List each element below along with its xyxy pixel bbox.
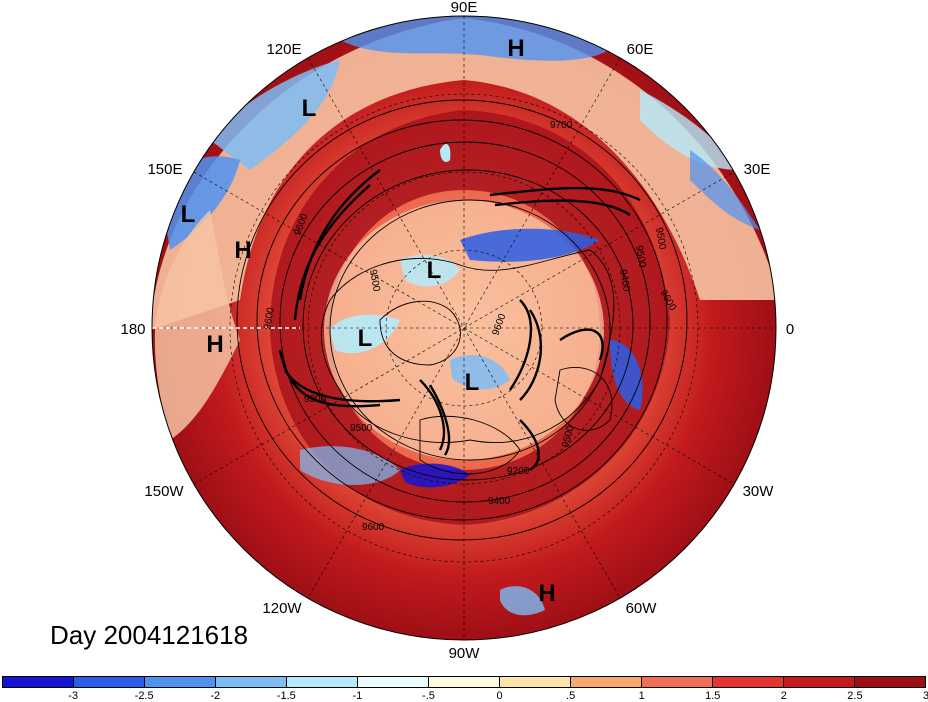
colorbar-segment [3, 677, 74, 687]
lon-label-120e: 120E [266, 41, 301, 58]
lon-label-180: 180 [120, 321, 145, 338]
colorbar-segment [642, 677, 713, 687]
map-boundary [151, 15, 777, 641]
colorbar-tick-labels: -3 -2.5 -2 -1.5 -1 -.5 0 .5 1 1.5 2 2.5 3 [2, 690, 928, 702]
contour-label: 9600 [362, 522, 385, 533]
lon-label-60e: 60E [627, 41, 654, 58]
pressure-center-low: L [358, 325, 373, 352]
colorbar-tick-label: 1 [638, 690, 645, 702]
pressure-center-high: H [538, 580, 555, 607]
colorbar-segment [855, 677, 925, 687]
colorbar-tick-label: .5 [566, 690, 576, 702]
pressure-center-high: H [234, 237, 251, 264]
colorbar-tick-label: -1.5 [276, 690, 296, 702]
colorbar-tick-label: 2 [780, 690, 787, 702]
polar-map: 90E 60E 30E 0 30W 60W 90W 120W 150W 180 … [120, 0, 794, 662]
lon-label-60w: 60W [626, 600, 658, 617]
colorbar-tick-label: -2 [210, 690, 221, 702]
pressure-center-low: L [465, 369, 480, 396]
colorbar-segment [571, 677, 642, 687]
colorbar-segment [429, 677, 500, 687]
lon-label-30e: 30E [744, 161, 771, 178]
colorbar-segment [145, 677, 216, 687]
lon-label-30w: 30W [743, 483, 775, 500]
lon-label-90w: 90W [449, 645, 481, 662]
colorbar-segment [500, 677, 571, 687]
lon-label-150w: 150W [144, 483, 184, 500]
contour-label: 9200 [507, 466, 530, 477]
contour-label: 9400 [488, 496, 511, 507]
lon-label-120w: 120W [262, 600, 302, 617]
contour-label: 9500 [367, 269, 382, 293]
pressure-center-low: L [181, 201, 196, 228]
height-contours [236, 99, 688, 541]
colorbar-tick-label: 2.5 [847, 690, 863, 702]
colorbar-tick-label: 1.5 [705, 690, 721, 702]
colorbar-segment [784, 677, 855, 687]
map-title: Day 2004121618 [50, 620, 249, 650]
colorbar-segment [358, 677, 429, 687]
lon-label-150e: 150E [147, 161, 182, 178]
colorbar-tick-label: 3 [922, 690, 928, 702]
colorbar [2, 676, 926, 688]
colorbar-segment [287, 677, 358, 687]
colorbar-tick-label: -3 [68, 690, 78, 702]
contour-label: 9300 [304, 394, 327, 405]
contour-label: 9500 [653, 227, 668, 251]
contour-label: 9500 [633, 245, 648, 269]
pressure-center-high: H [206, 331, 223, 358]
pressure-center-high: H [507, 35, 524, 62]
lon-label-90e: 90E [451, 0, 478, 16]
contour-label: 9700 [550, 120, 573, 131]
colorbar-tick-label: -2.5 [134, 690, 154, 702]
colorbar-tick-label: 0 [496, 690, 503, 702]
colorbar-segment [74, 677, 145, 687]
colorbar-segment [713, 677, 784, 687]
lon-label-0: 0 [786, 321, 794, 338]
contour-label: 9600 [262, 306, 277, 330]
field-shading [152, 16, 776, 640]
colorbar-tick-label: -1 [352, 690, 363, 702]
pressure-center-low: L [427, 257, 442, 284]
contour-label: 9500 [350, 423, 373, 434]
colorbar-segment [216, 677, 287, 687]
jet-contours [278, 169, 641, 471]
colorbar-tick-label: -.5 [422, 690, 435, 702]
pressure-center-low: L [302, 95, 317, 122]
contour-label: 9400 [617, 269, 632, 293]
